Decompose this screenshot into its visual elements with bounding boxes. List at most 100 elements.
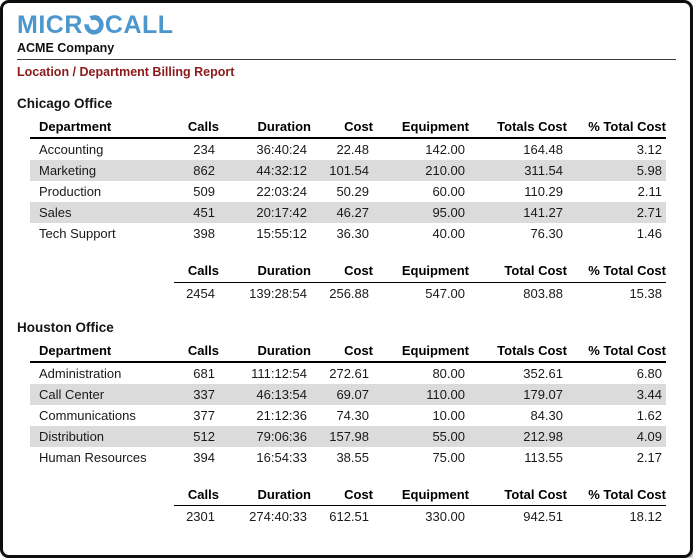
column-header: Department [30, 339, 174, 363]
totals-column-header: % Total Cost [567, 260, 666, 283]
table-cell: Marketing [39, 163, 97, 178]
table-cell: 1.46 [636, 226, 662, 241]
table-cell: 3.44 [636, 386, 662, 402]
table-cell: 50.29 [336, 184, 369, 199]
table-cell: 337 [193, 386, 215, 402]
column-header-row: Department Calls Duration Cost Equipment Tota… [30, 116, 666, 139]
totals-cell: 2301 [186, 509, 215, 524]
table-cell: 5.98 [636, 163, 662, 178]
totals-column-header: Cost [311, 483, 373, 506]
column-header: % Total Cost [567, 116, 666, 139]
table-cell: 164.48 [523, 142, 563, 157]
table-cell: 46.27 [336, 205, 369, 220]
table-cell: 2.17 [636, 449, 662, 465]
table-cell: 377 [193, 407, 215, 423]
table-cell: 113.55 [524, 449, 563, 465]
table-row: Tech Support 398 15:55:12 36.30 40.00 76.30 1.… [30, 223, 666, 244]
table-cell: Sales [39, 205, 72, 220]
table-cell: 10.00 [432, 407, 465, 423]
column-header: Cost [311, 339, 373, 363]
table-cell: 512 [193, 428, 215, 444]
table-cell: 141.27 [523, 205, 563, 220]
totals-column-header: Equipment [373, 483, 469, 506]
table-row: Distribution 512 79:06:36 157.98 55.00 212.98… [30, 425, 666, 447]
column-header: Duration [219, 339, 311, 363]
table-row: Sales 451 20:17:42 46.27 95.00 141.27 2.71 [30, 202, 666, 223]
totals-cell: 942.51 [523, 509, 563, 524]
table-cell: Human Resources [39, 449, 147, 465]
totals-cell: 256.88 [329, 285, 369, 301]
totals-column-header: Duration [219, 483, 311, 506]
totals-cell: 330.00 [425, 509, 465, 524]
logo-o-icon [84, 15, 104, 35]
totals-header-blank [30, 484, 174, 506]
table-row: Accounting 234 36:40:24 22.48 142.00 164.48 3.… [30, 138, 666, 160]
table-cell: 38.55 [336, 449, 369, 465]
table-cell: 6.80 [636, 365, 662, 381]
totals-cell: 547.00 [425, 285, 465, 301]
table-cell: 20:17:42 [256, 205, 307, 220]
table-cell: 451 [193, 205, 215, 220]
table-cell: 36:40:24 [256, 142, 307, 157]
table-cell: 44:32:12 [256, 163, 307, 178]
totals-cell: 2454 [186, 285, 215, 301]
column-header: Duration [219, 116, 311, 139]
totals-header-row: Calls Duration Cost Equipment Total Cost% To… [30, 483, 666, 506]
totals-cell: 139:28:54 [249, 285, 307, 301]
table-row: Communications 377 21:12:36 74.30 10.00 84.30… [30, 405, 666, 426]
department-table: Department Calls Duration Cost Equipment Tota… [30, 339, 666, 468]
table-cell: 398 [193, 226, 215, 241]
office-title: Chicago Office [17, 96, 113, 111]
table-cell: 4.09 [636, 428, 662, 444]
totals-cell-blank [30, 282, 174, 304]
table-cell: 55.00 [432, 428, 465, 444]
column-header: Equipment [373, 339, 469, 363]
table-cell: Distribution [39, 428, 105, 444]
table-cell: 157.98 [329, 428, 369, 444]
totals-column-header: Equipment [373, 260, 469, 283]
column-header: Cost [311, 116, 373, 139]
table-row: Marketing 862 44:32:12 101.54 210.00 311.54 5.… [30, 160, 666, 181]
totals-cell: 18.12 [629, 509, 662, 524]
table-cell: 80.00 [432, 365, 465, 381]
office-section: Chicago Office Department Calls Duration Cos… [17, 95, 676, 304]
totals-column-header: Total Cost [469, 483, 567, 506]
column-header: Totals Cost [469, 339, 567, 363]
table-cell: 110.00 [426, 386, 465, 402]
totals-column-header: Cost [311, 260, 373, 283]
table-cell: 75.00 [432, 449, 465, 465]
department-table: Department Calls Duration Cost Equipment Tota… [30, 116, 666, 244]
table-cell: 862 [193, 163, 215, 178]
table-cell: 16:54:33 [256, 449, 307, 465]
table-cell: 22:03:24 [256, 184, 307, 199]
column-header: Equipment [373, 116, 469, 139]
table-row: Production 509 22:03:24 50.29 60.00 110.29 2.1… [30, 181, 666, 202]
table-cell: 110.29 [524, 184, 563, 199]
column-header: Department [30, 116, 174, 139]
table-cell: Accounting [39, 142, 104, 157]
table-row: Call Center 337 46:13:54 69.07 110.00 179.07 3… [30, 383, 666, 405]
logo-text-before: MICR [17, 11, 83, 39]
totals-value-row: 2454 139:28:54 256.88 547.00 803.88 15.38 [30, 282, 666, 304]
company-name: ACME Company [17, 41, 676, 60]
table-cell: 95.00 [432, 205, 465, 220]
table-cell: 79:06:36 [256, 428, 307, 444]
table-cell: 22.48 [336, 142, 369, 157]
totals-cell: 612.51 [329, 509, 369, 524]
totals-cell: 15.38 [629, 285, 662, 301]
table-cell: 394 [193, 449, 215, 465]
table-cell: Tech Support [39, 226, 116, 241]
column-header: Calls [174, 116, 219, 139]
table-cell: 74.30 [336, 407, 369, 423]
table-cell: 36.30 [336, 226, 369, 241]
column-header: Totals Cost [469, 116, 567, 139]
table-cell: Call Center [39, 386, 105, 402]
table-cell: 210.00 [425, 163, 465, 178]
table-cell: 179.07 [523, 386, 563, 402]
office-section: Houston Office Department Calls Duration Cos… [17, 319, 676, 528]
totals-cell: 274:40:33 [249, 509, 307, 524]
table-cell: 111:12:54 [251, 365, 307, 381]
totals-column-header: % Total Cost [567, 483, 666, 506]
office-totals-table: Calls Duration Cost Equipment Total Cost% To… [30, 483, 666, 528]
